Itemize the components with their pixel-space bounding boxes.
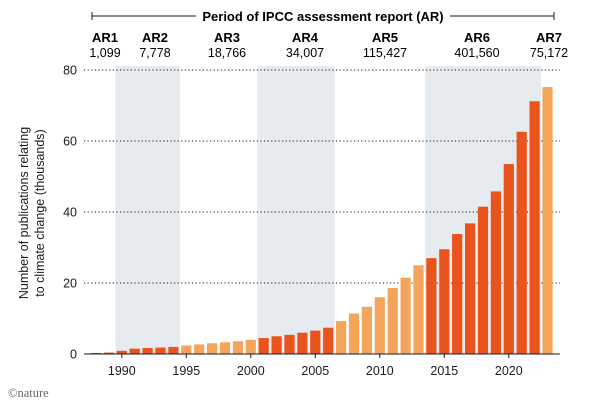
- ar-count-ar2: 7,778: [139, 46, 170, 60]
- x-tick-label: 2020: [495, 364, 523, 378]
- bar-1988: [90, 352, 102, 354]
- bar-2001: [258, 338, 269, 354]
- y-tick-label: 40: [63, 206, 77, 220]
- y-tick-label: 60: [63, 135, 77, 149]
- ar-name-ar2: AR2: [142, 30, 168, 45]
- bar-1998: [219, 342, 231, 354]
- x-tick-label: 2005: [301, 364, 329, 378]
- bar-1995: [181, 345, 192, 354]
- bar-2022: [529, 101, 540, 355]
- shade-ar2: [115, 66, 180, 354]
- x-tick-label: 1990: [108, 364, 136, 378]
- bar-2000: [245, 339, 256, 354]
- bars-layer: [90, 87, 553, 355]
- bar-2004: [297, 332, 308, 354]
- ar-name-ar7: AR7: [536, 30, 562, 45]
- bar-1997: [207, 343, 218, 354]
- y-axis-label-line-1: Number of publications relating: [17, 127, 31, 299]
- bar-2019: [490, 191, 501, 354]
- bar-2016: [452, 234, 463, 354]
- ar-count-ar3: 18,766: [208, 46, 246, 60]
- ar-name-ar6: AR6: [464, 30, 490, 45]
- bar-2010: [374, 297, 385, 354]
- x-tick-label: 2010: [366, 364, 394, 378]
- ar-count-ar6: 401,560: [454, 46, 499, 60]
- bar-2017: [465, 223, 476, 354]
- bar-2011: [387, 287, 398, 354]
- bar-2006: [323, 327, 334, 354]
- bar-2008: [348, 313, 360, 354]
- bar-2012: [400, 277, 411, 354]
- bar-2021: [516, 131, 527, 354]
- shade-ar4: [257, 66, 335, 354]
- y-tick-label: 20: [63, 277, 77, 291]
- bar-1999: [232, 341, 243, 354]
- bar-2023: [542, 87, 553, 354]
- ar-count-ar4: 34,007: [286, 46, 324, 60]
- ar-count-ar7: 75,172: [530, 46, 568, 60]
- ar-count-ar1: 1,099: [89, 46, 120, 60]
- bar-2009: [361, 306, 372, 354]
- ar-name-ar3: AR3: [214, 30, 240, 45]
- y-tick-label: 0: [70, 348, 77, 362]
- bar-1994: [168, 346, 179, 354]
- bar-2002: [271, 336, 282, 354]
- x-tick-label: 2015: [430, 364, 458, 378]
- bar-1993: [155, 347, 166, 354]
- chart-title: Period of IPCC assessment report (AR): [202, 9, 443, 24]
- ar-name-ar5: AR5: [372, 30, 398, 45]
- y-tick-label: 80: [63, 64, 77, 78]
- period-bracket: Period of IPCC assessment report (AR): [91, 6, 555, 26]
- bar-2013: [413, 265, 424, 354]
- bar-2005: [310, 330, 321, 354]
- bar-1991: [129, 348, 140, 354]
- ar-count-ar5: 115,427: [363, 46, 407, 60]
- ar-name-ar4: AR4: [292, 30, 319, 45]
- nature-credit: ©nature: [8, 386, 49, 400]
- bar-1996: [194, 344, 205, 354]
- bar-2003: [284, 334, 295, 354]
- bar-1992: [142, 347, 153, 354]
- y-axis-label-line-2: to climate change (thousands): [33, 129, 47, 296]
- bar-1990: [116, 350, 127, 354]
- ar-name-ar1: AR1: [92, 30, 118, 45]
- bar-2014: [426, 258, 437, 354]
- bar-2020: [503, 164, 514, 354]
- x-tick-labels: 1990 1995 2000 2005 2010 2015 2020: [108, 354, 523, 378]
- bar-2018: [477, 206, 489, 354]
- bar-2007: [336, 320, 347, 354]
- y-tick-labels: 0 20 40 60 80: [63, 64, 77, 362]
- bar-1989: [103, 352, 114, 354]
- x-tick-label: 2000: [237, 364, 265, 378]
- period-shading-layer: [115, 66, 542, 354]
- x-tick-label: 1995: [172, 364, 200, 378]
- bar-2015: [439, 249, 450, 354]
